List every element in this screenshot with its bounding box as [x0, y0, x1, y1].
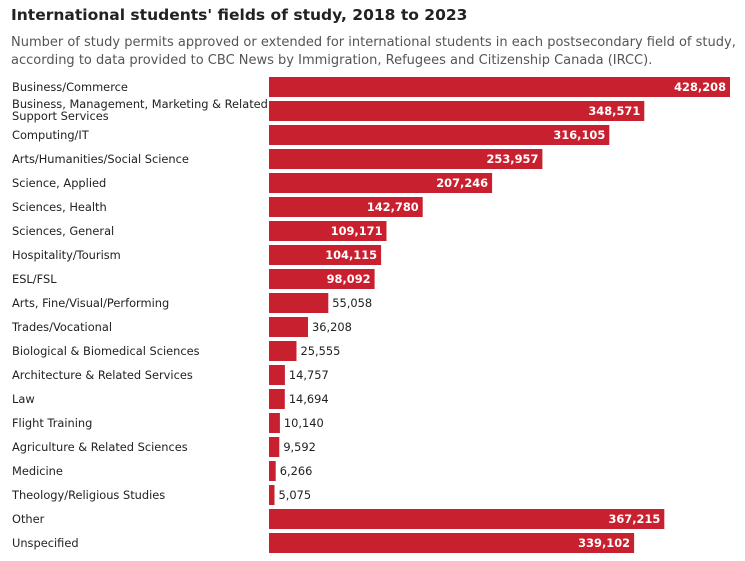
value-label-business-commerce: 428,208	[674, 80, 726, 94]
bar-science-applied	[269, 173, 493, 193]
bar-business-management-marketing-related-support-services	[269, 101, 645, 121]
category-label-sciences-health: Sciences, Health	[12, 200, 107, 214]
category-label-flight-training: Flight Training	[12, 416, 92, 430]
value-label-arts-fine-visual-performing: 55,058	[332, 296, 372, 310]
category-label-law: Law	[12, 392, 35, 406]
value-label-esl-fsl: 98,092	[327, 272, 371, 286]
category-label-sciences-general: Sciences, General	[12, 224, 114, 238]
bar-trades-vocational	[269, 317, 308, 337]
bar-business-commerce	[269, 77, 730, 97]
category-label-medicine: Medicine	[12, 464, 63, 478]
chart-title: International students' fields of study,…	[11, 6, 468, 24]
bar-medicine	[269, 461, 276, 481]
bar-sciences-general	[269, 221, 387, 241]
bar-unspecified	[269, 533, 635, 553]
category-label-arts-fine-visual-performing: Arts, Fine/Visual/Performing	[12, 296, 169, 310]
bar-arts-fine-visual-performing	[269, 293, 329, 313]
value-label-arts-humanities-social-science: 253,957	[487, 152, 539, 166]
value-label-computing-it: 316,105	[553, 128, 605, 142]
category-label-hospitality-tourism: Hospitality/Tourism	[12, 248, 121, 262]
value-label-unspecified: 339,102	[578, 536, 630, 550]
bar-arts-humanities-social-science	[269, 149, 543, 169]
category-label-trades-vocational: Trades/Vocational	[11, 320, 112, 334]
bar-esl-fsl	[269, 269, 375, 289]
category-label-other: Other	[12, 512, 45, 526]
bar-law	[269, 389, 285, 409]
category-label-unspecified: Unspecified	[12, 536, 79, 550]
bar-architecture-related-services	[269, 365, 285, 385]
category-label-arts-humanities-social-science: Arts/Humanities/Social Science	[12, 152, 189, 166]
bar-other	[269, 509, 665, 529]
value-label-agriculture-related-sciences: 9,592	[283, 440, 316, 454]
category-label-theology-religious-studies: Theology/Religious Studies	[11, 488, 165, 502]
bar-flight-training	[269, 413, 280, 433]
category-label-computing-it: Computing/IT	[12, 128, 89, 142]
value-label-business-management-marketing-related-support-services: 348,571	[588, 104, 640, 118]
category-label-business-commerce: Business/Commerce	[12, 80, 128, 94]
bar-agriculture-related-sciences	[269, 437, 280, 457]
category-label-agriculture-related-sciences: Agriculture & Related Sciences	[12, 440, 188, 454]
value-label-theology-religious-studies: 5,075	[278, 488, 311, 502]
bar-hospitality-tourism	[269, 245, 382, 265]
value-label-architecture-related-services: 14,757	[289, 368, 329, 382]
value-label-medicine: 6,266	[280, 464, 313, 478]
category-label-science-applied: Science, Applied	[12, 176, 106, 190]
category-label-architecture-related-services: Architecture & Related Services	[12, 368, 193, 382]
bar-theology-religious-studies	[269, 485, 275, 505]
value-label-other: 367,215	[608, 512, 660, 526]
bar-biological-biomedical-sciences	[269, 341, 297, 361]
value-label-biological-biomedical-sciences: 25,555	[301, 344, 341, 358]
value-label-science-applied: 207,246	[436, 176, 488, 190]
value-label-sciences-health: 142,780	[367, 200, 419, 214]
value-label-trades-vocational: 36,208	[312, 320, 352, 334]
category-label-biological-biomedical-sciences: Biological & Biomedical Sciences	[12, 344, 200, 358]
value-label-hospitality-tourism: 104,115	[325, 248, 377, 262]
value-label-sciences-general: 109,171	[331, 224, 383, 238]
value-label-flight-training: 10,140	[284, 416, 324, 430]
value-label-law: 14,694	[289, 392, 329, 406]
category-label-business-management-marketing-related-support-services: Business, Management, Marketing & Relate…	[12, 97, 268, 123]
bar-sciences-health	[269, 197, 423, 217]
bar-computing-it	[269, 125, 610, 145]
category-label-esl-fsl: ESL/FSL	[12, 272, 57, 286]
chart-subtitle: Number of study permits approved or exte…	[11, 35, 736, 68]
